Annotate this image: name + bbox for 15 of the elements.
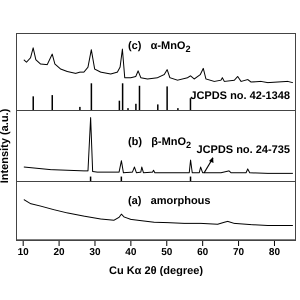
x-tick-label: 10 [18,247,30,258]
x-tick-label: 30 [89,247,101,258]
annotation: (b) β-MnO$_{2}$ [128,136,192,150]
series-label: JCPDS no. 42-1348 [190,90,290,102]
x-tick-label: 70 [233,247,245,258]
x-tick-label: 60 [197,247,209,258]
x-tick-label: 40 [125,247,137,258]
x-tick-label: 20 [54,247,66,258]
annotation: (c) α-MnO$_{2}$ [128,40,191,54]
x-tick-label: 50 [161,247,173,258]
x-tick-label: 80 [268,247,280,258]
series-label: JCPDS no. 24-735 [196,144,290,156]
y-axis-title: Intensity (a.u.) [0,107,11,185]
x-axis-title: Cu Kα 2θ (degree) [109,265,204,277]
annotation: (a) amorphous [128,195,211,207]
